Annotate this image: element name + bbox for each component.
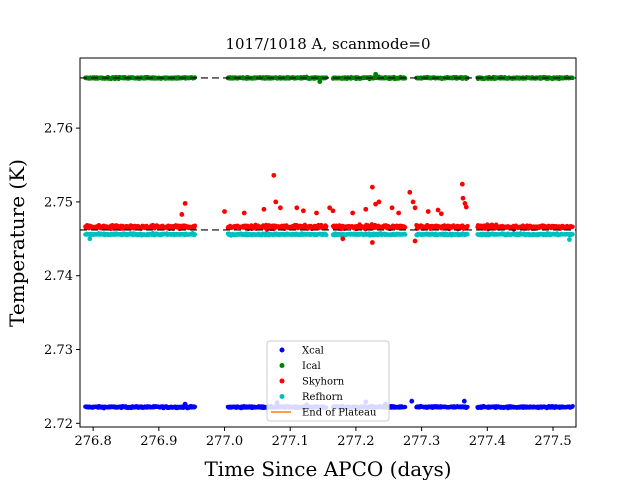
skyhorn-point bbox=[410, 199, 416, 205]
skyhorn-point bbox=[460, 195, 466, 201]
x-axis: 276.8 276.9 277.0 277.1 277.2 277.3 277.4 277.5 bbox=[75, 427, 572, 449]
series-layer bbox=[83, 71, 575, 411]
refhorn-point bbox=[465, 232, 470, 237]
x-tick-label: 277.3 bbox=[403, 434, 440, 449]
skyhorn-point bbox=[261, 206, 267, 212]
skyhorn-point bbox=[396, 210, 402, 216]
skyhorn-point bbox=[182, 200, 188, 206]
skyhorn-point bbox=[241, 210, 247, 216]
skyhorn-point bbox=[435, 207, 441, 213]
x-tick-label: 277.2 bbox=[337, 434, 374, 449]
skyhorn-point bbox=[459, 181, 465, 187]
legend-label-refhorn: Refhorn bbox=[302, 392, 343, 403]
y-axis-label: Temperature (K) bbox=[5, 159, 29, 327]
y-tick-label: 2.73 bbox=[44, 343, 73, 358]
y-tick-label: 2.75 bbox=[44, 195, 73, 210]
legend-marker-xcal bbox=[279, 347, 285, 353]
skyhorn-point bbox=[273, 199, 279, 205]
legend: Xcal Ical Skyhorn Refhorn End of Plateau bbox=[266, 340, 390, 422]
skyhorn-point bbox=[179, 212, 185, 217]
skyhorn-point bbox=[463, 204, 469, 210]
series-xcal bbox=[83, 398, 575, 411]
skyhorn-point bbox=[369, 184, 375, 190]
y-tick-label: 2.76 bbox=[44, 122, 73, 137]
xcal-point bbox=[192, 404, 198, 409]
skyhorn-point bbox=[425, 209, 431, 214]
ical-point bbox=[373, 71, 379, 77]
x-tick-label: 276.8 bbox=[75, 434, 112, 449]
skyhorn-point bbox=[314, 210, 319, 216]
skyhorn-point bbox=[369, 240, 375, 245]
xcal-point bbox=[409, 398, 415, 404]
xcal-point bbox=[465, 404, 470, 410]
legend-label-ical: Ical bbox=[302, 361, 321, 372]
x-tick-label: 277.0 bbox=[206, 434, 243, 449]
skyhorn-point bbox=[462, 200, 468, 206]
legend-box bbox=[266, 340, 390, 422]
skyhorn-point bbox=[363, 206, 369, 212]
skyhorn-point bbox=[412, 205, 418, 211]
skyhorn-point bbox=[389, 205, 395, 211]
plot-frame bbox=[79, 57, 577, 428]
skyhorn-point bbox=[300, 208, 306, 214]
series-skyhorn bbox=[83, 172, 575, 245]
ical-point bbox=[570, 75, 575, 81]
skyhorn-point bbox=[192, 223, 198, 228]
legend-marker-skyhorn bbox=[279, 378, 285, 384]
legend-label-end-of-plateau: End of Plateau bbox=[302, 408, 377, 419]
y-axis: 2.72 2.73 2.74 2.75 2.76 bbox=[44, 122, 80, 432]
x-tick-label: 277.4 bbox=[469, 434, 506, 449]
skyhorn-point bbox=[407, 189, 413, 195]
skyhorn-point bbox=[327, 205, 333, 211]
series-refhorn bbox=[83, 231, 575, 242]
refhorn-point bbox=[570, 232, 575, 237]
skyhorn-point bbox=[294, 205, 300, 211]
chart-title: 1017/1018 A, scanmode=0 bbox=[225, 35, 430, 53]
skyhorn-point bbox=[570, 224, 575, 229]
skyhorn-point bbox=[330, 208, 336, 214]
skyhorn-point bbox=[412, 238, 418, 244]
skyhorn-point bbox=[271, 172, 277, 178]
refhorn-point bbox=[87, 236, 93, 242]
xcal-point bbox=[570, 403, 575, 409]
refhorn-point bbox=[192, 232, 198, 237]
skyhorn-point bbox=[277, 205, 283, 211]
skyhorn-point bbox=[403, 225, 408, 230]
x-tick-label: 276.9 bbox=[140, 434, 177, 449]
skyhorn-point bbox=[350, 210, 356, 216]
skyhorn-point bbox=[465, 223, 470, 229]
x-tick-label: 277.5 bbox=[534, 434, 571, 449]
skyhorn-point bbox=[438, 211, 444, 217]
xcal-point bbox=[461, 398, 467, 404]
legend-label-xcal: Xcal bbox=[302, 346, 324, 357]
x-axis-label: Time Since APCO (days) bbox=[204, 457, 451, 480]
plateau-marker-layer bbox=[80, 77, 576, 231]
skyhorn-point bbox=[324, 224, 329, 229]
legend-marker-refhorn bbox=[279, 394, 285, 399]
refhorn-point bbox=[324, 232, 329, 238]
y-tick-label: 2.74 bbox=[44, 269, 73, 284]
legend-label-skyhorn: Skyhorn bbox=[302, 377, 345, 388]
xcal-point bbox=[403, 404, 408, 410]
skyhorn-point bbox=[376, 199, 382, 205]
y-tick-label: 2.72 bbox=[44, 417, 73, 432]
legend-marker-ical bbox=[279, 363, 285, 368]
ical-point bbox=[317, 79, 323, 85]
skyhorn-point bbox=[340, 236, 346, 242]
refhorn-point bbox=[403, 232, 408, 237]
xcal-point bbox=[182, 401, 188, 407]
refhorn-point bbox=[567, 237, 572, 242]
skyhorn-point bbox=[222, 209, 227, 214]
x-tick-label: 277.1 bbox=[272, 434, 309, 449]
